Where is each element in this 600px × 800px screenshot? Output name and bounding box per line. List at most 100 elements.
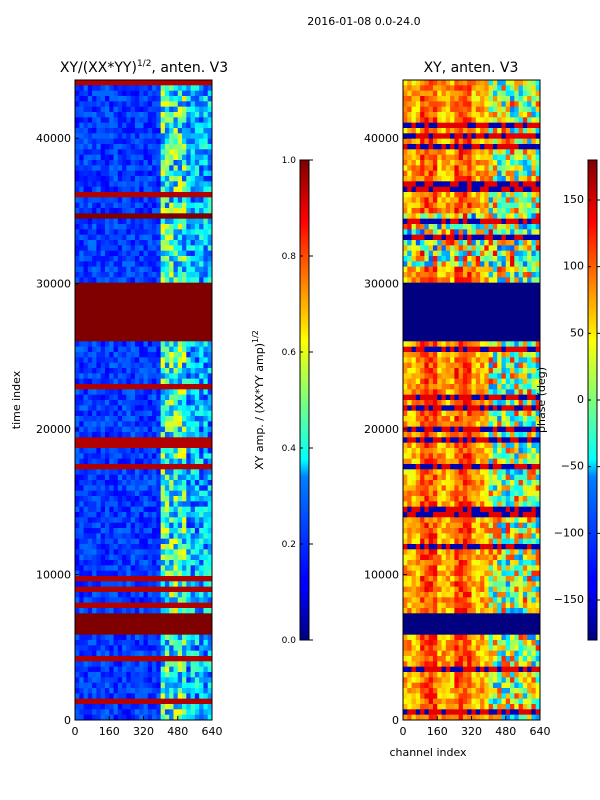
heatmap-cell [411, 149, 417, 156]
heatmap-cell [403, 176, 408, 182]
heatmap-cell [96, 240, 102, 246]
heatmap-cell [117, 656, 123, 662]
heatmap-cell [130, 224, 136, 230]
heatmap-cell [484, 245, 490, 252]
heatmap-cell [497, 202, 502, 209]
heatmap-cell [122, 133, 127, 140]
heatmap-cell [156, 336, 162, 342]
heatmap-cell [160, 693, 166, 700]
heatmap-cell [454, 122, 460, 129]
heatmap-cell [441, 85, 447, 92]
heatmap-cell [527, 149, 532, 156]
heatmap-cell [104, 96, 110, 102]
heatmap-cell [134, 554, 140, 561]
heatmap-cell [182, 378, 187, 385]
heatmap-cell [194, 480, 200, 486]
heatmap-cell [152, 549, 157, 556]
heatmap-cell [79, 138, 84, 145]
heatmap-cell [437, 96, 442, 102]
heatmap-cell [169, 213, 174, 220]
heatmap-cell [531, 160, 537, 166]
heatmap-cell [130, 426, 136, 433]
heatmap-cell [160, 368, 166, 374]
heatmap-cell [147, 218, 153, 225]
heatmap-cell [104, 122, 110, 129]
heatmap-cell [152, 576, 157, 582]
heatmap-cell [424, 165, 430, 172]
heatmap-cell [87, 528, 93, 534]
heatmap-cell [488, 250, 494, 257]
heatmap-cell [100, 688, 106, 694]
heatmap-cell [480, 165, 485, 172]
heatmap-cell [164, 330, 170, 337]
heatmap-cell [194, 352, 200, 358]
heatmap-cell [194, 336, 200, 342]
heatmap-cell [177, 490, 183, 497]
heatmap-cell [522, 80, 528, 86]
heatmap-cell [428, 90, 434, 97]
heatmap-cell [79, 640, 84, 646]
heatmap-cell [156, 554, 162, 561]
heatmap-cell [79, 709, 84, 716]
heatmap-cell [79, 197, 84, 204]
heatmap-cell [92, 229, 97, 236]
heatmap-cell [169, 698, 174, 705]
heatmap-cell [531, 250, 537, 257]
heatmap-cell [117, 416, 123, 422]
heatmap-cell [122, 309, 127, 316]
heatmap-cell [169, 304, 174, 310]
heatmap-cell [518, 186, 524, 193]
heatmap-cell [104, 394, 110, 401]
heatmap-cell [130, 544, 136, 550]
heatmap-cell [117, 144, 123, 150]
heatmap-cell [475, 192, 481, 198]
heatmap-cell [113, 240, 119, 246]
heatmap-cell [147, 106, 153, 113]
heatmap-cell [445, 138, 451, 145]
heatmap-cell [182, 192, 187, 198]
heatmap-cell [186, 586, 191, 593]
heatmap-cell [177, 282, 183, 289]
heatmap-cell [432, 160, 438, 166]
heatmap-cell [164, 650, 170, 657]
heatmap-cell [450, 229, 455, 236]
heatmap-cell [143, 613, 149, 620]
heatmap-cell [173, 192, 179, 198]
heatmap-cell [190, 117, 196, 124]
heatmap-cell [428, 261, 434, 268]
heatmap-cell [177, 602, 183, 609]
heatmap-cell [143, 656, 149, 662]
heatmap-cell [173, 586, 179, 593]
heatmap-cell [113, 597, 119, 604]
heatmap-cell [177, 245, 183, 252]
heatmap-cell [522, 144, 528, 150]
heatmap-cell [182, 693, 187, 700]
heatmap-cell [104, 293, 110, 300]
heatmap-cell [207, 330, 213, 337]
heatmap-cell [432, 112, 438, 118]
heatmap-cell [467, 133, 472, 140]
heatmap-cell [531, 240, 537, 246]
heatmap-cell [126, 149, 132, 156]
heatmap-cell [130, 608, 136, 614]
heatmap-cell [134, 693, 140, 700]
heatmap-cell [109, 496, 114, 502]
heatmap-cell [186, 192, 191, 198]
heatmap-cell [203, 693, 209, 700]
heatmap-cell [164, 149, 170, 156]
heatmap-cell [147, 149, 153, 156]
heatmap-cell [79, 277, 84, 284]
heatmap-cell [207, 714, 213, 721]
heatmap-cell [96, 549, 102, 556]
heatmap-cell [87, 426, 93, 433]
heatmap-cell [139, 549, 144, 556]
heatmap-cell [75, 218, 80, 225]
heatmap-cell [169, 106, 174, 113]
heatmap-cell [428, 208, 434, 214]
heatmap-cell [173, 165, 179, 172]
heatmap-cell [117, 474, 123, 481]
heatmap-cell [420, 160, 425, 166]
heatmap-cell [182, 149, 187, 156]
heatmap-cell [79, 650, 84, 657]
heatmap-cell [83, 501, 89, 508]
